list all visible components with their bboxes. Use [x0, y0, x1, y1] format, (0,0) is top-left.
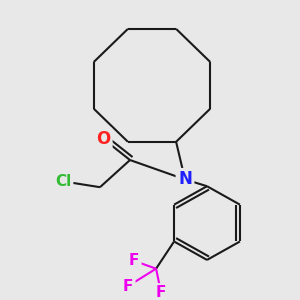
Text: Cl: Cl [55, 174, 71, 189]
Text: F: F [129, 254, 139, 268]
Text: F: F [123, 279, 133, 294]
Text: O: O [96, 130, 110, 148]
Text: F: F [156, 285, 166, 300]
Text: N: N [178, 170, 192, 188]
